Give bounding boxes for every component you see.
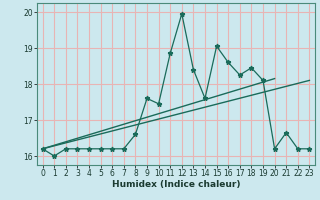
X-axis label: Humidex (Indice chaleur): Humidex (Indice chaleur) xyxy=(112,180,240,189)
